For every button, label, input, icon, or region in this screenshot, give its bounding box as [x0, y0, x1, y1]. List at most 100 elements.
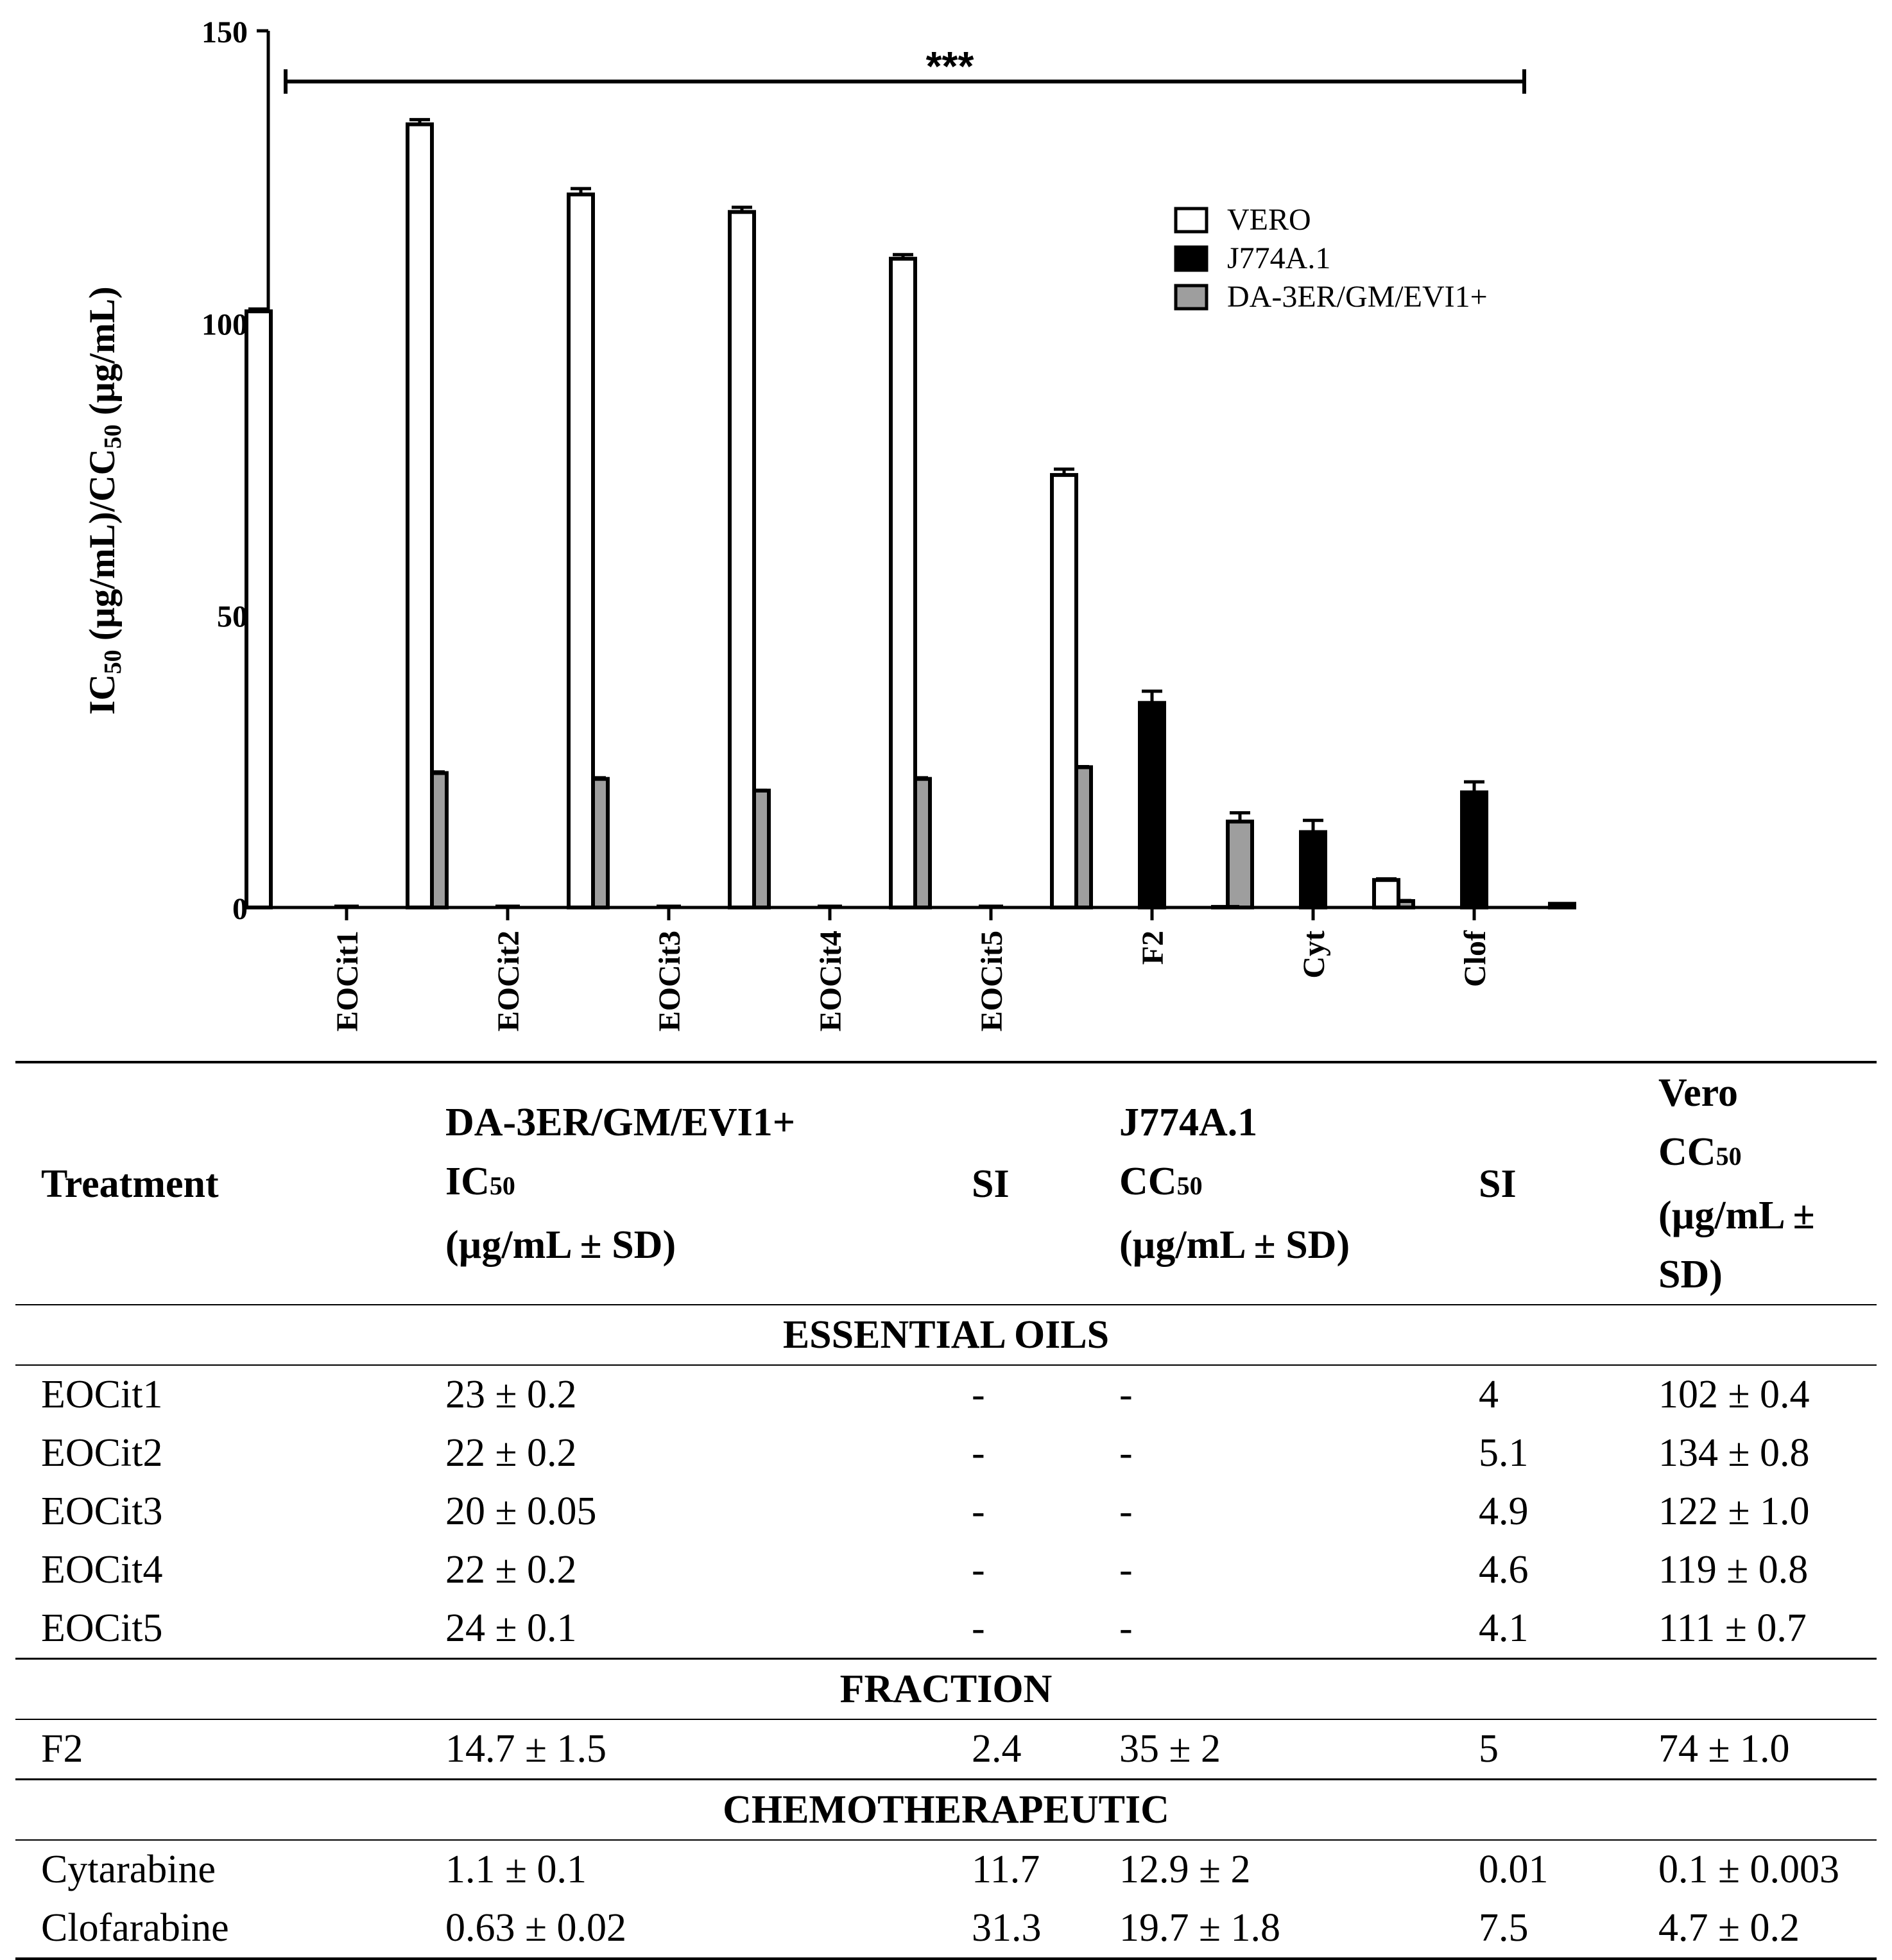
table-cell: 122 ± 1.0	[1658, 1490, 1810, 1533]
legend-swatch	[1174, 284, 1208, 311]
table-cell: 5.1	[1479, 1431, 1529, 1475]
table-cell: -	[1119, 1373, 1133, 1416]
section-title: FRACTION	[15, 1658, 1877, 1720]
legend-label: DA-3ER/GM/EVI1+	[1227, 280, 1488, 314]
results-table: Treatment DA-3ER/GM/EVI1+ IC50 (µg/mL ± SD…	[15, 1061, 1877, 1960]
table-cell: 119 ± 0.8	[1658, 1548, 1809, 1592]
table-cell: 22 ± 0.2	[445, 1548, 577, 1592]
header-treatment: Treatment	[41, 1162, 219, 1206]
table-row: EOCit5 24 ± 0.1 - - 4.1 111 ± 0.7	[15, 1599, 1877, 1659]
significance-label: ***	[926, 43, 974, 89]
table-cell: 4	[1479, 1373, 1499, 1416]
section-title: ESSENTIAL OILS	[15, 1305, 1877, 1366]
table-cell: 4.6	[1479, 1548, 1529, 1592]
table-cell: 11.7	[972, 1848, 1040, 1891]
table-cell: 102 ± 0.4	[1658, 1373, 1810, 1416]
legend-swatch	[1174, 245, 1208, 272]
bar	[567, 192, 595, 909]
bar	[1460, 790, 1488, 909]
table-cell: 0.63 ± 0.02	[420, 1899, 946, 1960]
x-tick-label: EOCit1	[331, 931, 365, 1031]
header-si-1: SI	[972, 1162, 1010, 1206]
table-row: EOCit2 22 ± 0.2 - - 5.1 134 ± 0.8	[15, 1424, 1877, 1483]
header-si-2: SI	[1479, 1162, 1517, 1206]
x-tick-label: Clof	[1458, 930, 1492, 987]
table-cell: EOCit2	[41, 1431, 163, 1475]
table-cell: 5	[1479, 1727, 1499, 1771]
table-cell: -	[972, 1548, 985, 1592]
significance-bracket: ***	[284, 43, 1526, 94]
bar	[728, 210, 756, 910]
table-cell: 7.5	[1453, 1899, 1633, 1960]
table-header-row: Treatment DA-3ER/GM/EVI1+ IC50 (µg/mL ± SD…	[15, 1062, 1877, 1305]
section-row: ESSENTIAL OILS	[15, 1305, 1877, 1366]
header-j774: J774A.1 CC50 (µg/mL ± SD)	[1119, 1101, 1350, 1267]
table-row: EOCit4 22 ± 0.2 - - 4.6 119 ± 0.8	[15, 1541, 1877, 1599]
table-cell: 22 ± 0.2	[445, 1431, 577, 1475]
table-cell: Cytarabine	[41, 1848, 216, 1891]
table-cell: Clofarabine	[15, 1899, 420, 1960]
legend-label: VERO	[1227, 203, 1311, 237]
section-row: FRACTION	[15, 1658, 1877, 1720]
table-cell: 19.7 ± 1.8	[1094, 1899, 1453, 1960]
section-row: CHEMOTHERAPEUTIC	[15, 1778, 1877, 1841]
table-cell: 111 ± 0.7	[1658, 1606, 1807, 1650]
table-cell: EOCit4	[41, 1548, 163, 1592]
table-cell: 31.3	[946, 1899, 1094, 1960]
table-cell: 2.4	[972, 1727, 1022, 1771]
table-cell: -	[972, 1373, 985, 1416]
table-row: Cytarabine 1.1 ± 0.1 11.7 12.9 ± 2 0.01 0.1 ±…	[15, 1840, 1877, 1899]
bar	[245, 309, 273, 909]
table-cell: EOCit3	[41, 1490, 163, 1533]
table-cell: 4.9	[1479, 1490, 1529, 1533]
table-row: Clofarabine 0.63 ± 0.02 31.3 19.7 ± 1.8 7.5 4…	[15, 1899, 1877, 1960]
y-tick-label: 150	[202, 15, 248, 49]
x-tick-label: F2	[1136, 931, 1170, 965]
header-vero: Vero CC50 (µg/mL ± SD)	[1658, 1071, 1815, 1296]
table-cell: 4.7 ± 0.2	[1633, 1899, 1877, 1960]
table-cell: 1.1 ± 0.1	[445, 1848, 587, 1891]
x-tick-label: EOCit3	[653, 931, 687, 1031]
table-cell: -	[1119, 1431, 1133, 1475]
table-cell: F2	[41, 1727, 83, 1771]
x-tick-label: EOCit5	[975, 931, 1009, 1031]
table-cell: 12.9 ± 2	[1119, 1848, 1251, 1891]
table-cell: 4.1	[1479, 1606, 1529, 1650]
table-cell: 0.1 ± 0.003	[1658, 1848, 1840, 1891]
legend-swatch	[1174, 207, 1208, 234]
x-tick-label: EOCit4	[814, 931, 848, 1031]
bar	[1299, 830, 1327, 910]
table-cell: -	[972, 1431, 985, 1475]
bar	[1138, 701, 1166, 910]
header-da: DA-3ER/GM/EVI1+ IC50 (µg/mL ± SD)	[445, 1101, 796, 1267]
table-cell: 24 ± 0.1	[445, 1606, 577, 1650]
table-cell: 20 ± 0.05	[445, 1490, 597, 1533]
bar	[1372, 878, 1400, 909]
table-row: EOCit1 23 ± 0.2 - - 4 102 ± 0.4	[15, 1365, 1877, 1424]
table-row: F2 14.7 ± 1.5 2.4 35 ± 2 5 74 ± 1.0	[15, 1719, 1877, 1780]
section-title: CHEMOTHERAPEUTIC	[15, 1778, 1877, 1841]
bar	[1226, 820, 1254, 909]
table-cell: -	[1119, 1490, 1133, 1533]
table-cell: EOCit1	[41, 1373, 163, 1416]
y-tick-label: 100	[202, 307, 248, 341]
table-row: EOCit3 20 ± 0.05 - - 4.9 122 ± 1.0	[15, 1483, 1877, 1541]
table-cell: 35 ± 2	[1119, 1727, 1221, 1771]
legend-label: J774A.1	[1227, 241, 1330, 275]
y-axis-label: IC50 (µg/mL)/CC50 (µg/mL)	[82, 286, 126, 715]
table-cell: -	[1119, 1606, 1133, 1650]
bar	[1050, 473, 1078, 909]
table-cell: -	[1119, 1548, 1133, 1592]
x-tick-label: Cyt	[1297, 931, 1331, 979]
table-cell: -	[972, 1606, 985, 1650]
table-cell: 74 ± 1.0	[1658, 1727, 1790, 1771]
table-cell: 134 ± 0.8	[1658, 1431, 1810, 1475]
chart-bars	[245, 117, 1576, 910]
table-cell: 23 ± 0.2	[445, 1373, 577, 1416]
table-cell: -	[972, 1490, 985, 1533]
x-tick-label: EOCit2	[492, 931, 526, 1031]
bar	[889, 257, 917, 910]
table-cell: 0.01	[1479, 1848, 1549, 1891]
